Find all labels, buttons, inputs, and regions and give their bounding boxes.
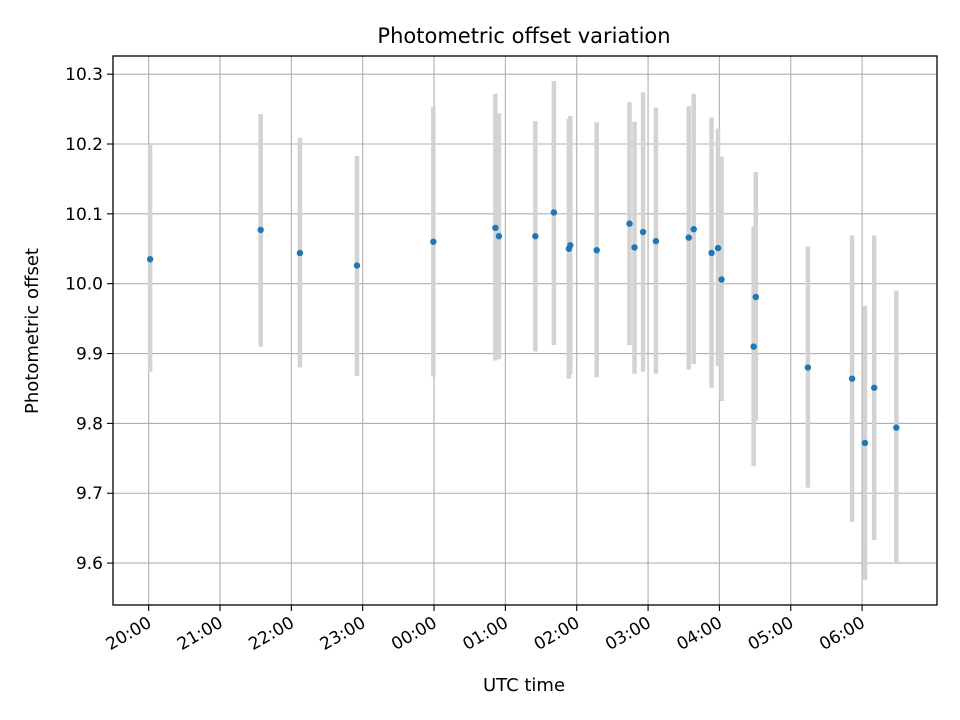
y-tick-label: 10.1 [65,205,103,225]
x-axis-label: UTC time [483,675,565,696]
data-point [550,209,558,216]
plot-frame [112,55,938,606]
data-point [257,226,264,234]
data-point [626,220,633,227]
data-point [532,233,539,240]
data-point [652,237,660,245]
data-point [430,238,437,245]
data-point [804,364,812,371]
data-point [567,242,574,249]
data-point [593,246,600,254]
grid [113,56,937,605]
data-point [492,224,499,232]
data-point [714,244,722,252]
data-point [639,228,647,236]
y-axis-ticks: 9.6 9.7 9.8 9.9 10.0 10.1 10.2 10.3 [65,65,113,574]
data-point [146,256,154,263]
data-point [685,234,692,241]
chart-title: Photometric offset variation [377,24,670,48]
y-tick-label: 9.9 [76,345,103,365]
data-point [893,424,900,431]
data-point [495,233,503,240]
y-tick-label: 9.8 [76,414,103,434]
data-point [296,249,304,257]
y-tick-label: 9.6 [76,554,103,574]
data-point [718,276,725,283]
data-point [750,343,757,350]
data-point [848,375,856,382]
data-point [861,439,869,447]
y-tick-label: 10.2 [65,135,103,155]
y-tick-label: 10.0 [65,275,103,295]
y-tick-label: 9.7 [76,484,103,504]
data-point [871,384,878,391]
data-point [708,249,715,257]
data-point [631,244,638,251]
data-point [690,226,697,233]
data-points [146,209,900,447]
y-axis-label: Photometric offset [22,248,43,414]
data-point [353,262,361,269]
data-point [752,293,759,301]
y-tick-label: 10.3 [65,65,103,85]
